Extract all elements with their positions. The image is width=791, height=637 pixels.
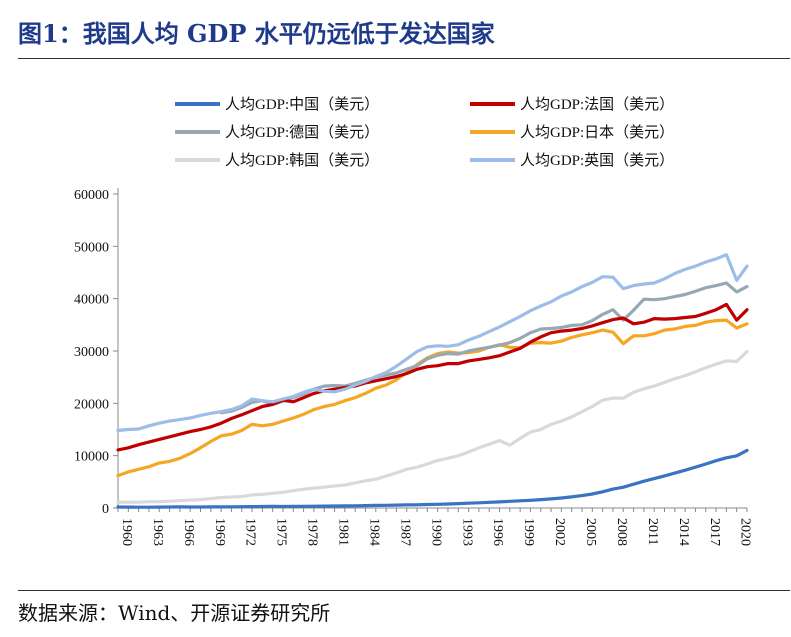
y-tick-label: 0 bbox=[102, 502, 109, 517]
series-line bbox=[116, 302, 749, 452]
series-line bbox=[116, 318, 749, 478]
x-tick-label: 1987 bbox=[397, 518, 412, 546]
x-tick-label: 1996 bbox=[490, 518, 505, 546]
legend-label: 人均GDP:法国（美元） bbox=[520, 96, 674, 113]
x-tick-label: 2017 bbox=[707, 518, 722, 546]
y-tick-label: 50000 bbox=[74, 240, 109, 255]
x-tick-label: 2014 bbox=[676, 518, 691, 546]
page-title: 图1：我国人均 GDP 水平仍远低于发达国家 bbox=[18, 19, 495, 48]
series-line bbox=[116, 349, 749, 504]
x-tick-label: 2020 bbox=[738, 518, 753, 546]
x-tick-label: 1963 bbox=[150, 518, 165, 546]
legend-label: 人均GDP:日本（美元） bbox=[520, 124, 674, 141]
x-tick-label: 1999 bbox=[521, 518, 536, 546]
x-tick-label: 1969 bbox=[212, 518, 227, 546]
x-tick-label: 1966 bbox=[181, 518, 196, 546]
x-tick-label: 2002 bbox=[552, 518, 567, 546]
legend-label: 人均GDP:英国（美元） bbox=[520, 151, 674, 169]
y-tick-label: 20000 bbox=[74, 397, 109, 412]
source-note: 数据来源：Wind、开源证券研究所 bbox=[18, 601, 331, 625]
series-line bbox=[116, 253, 749, 433]
legend-label: 人均GDP:德国（美元） bbox=[225, 123, 379, 141]
x-tick-label: 2005 bbox=[583, 518, 598, 546]
legend-label: 人均GDP:韩国（美元） bbox=[225, 152, 379, 169]
y-tick-label: 40000 bbox=[74, 293, 109, 308]
x-tick-label: 1981 bbox=[336, 518, 351, 546]
x-tick-label: 1978 bbox=[305, 518, 320, 546]
series-line bbox=[116, 448, 749, 509]
y-tick-label: 10000 bbox=[74, 450, 109, 465]
legend-label: 人均GDP:中国（美元） bbox=[225, 96, 379, 113]
x-tick-label: 1972 bbox=[243, 518, 258, 546]
x-tick-label: 1960 bbox=[119, 518, 134, 546]
x-tick-label: 2008 bbox=[614, 518, 629, 546]
source-divider bbox=[18, 590, 790, 591]
title-divider bbox=[18, 58, 790, 59]
x-tick-label: 1993 bbox=[459, 518, 474, 546]
x-tick-label: 1984 bbox=[366, 518, 381, 546]
x-tick-label: 1990 bbox=[428, 518, 443, 546]
y-tick-label: 60000 bbox=[74, 188, 109, 203]
x-tick-label: 1975 bbox=[274, 518, 289, 546]
x-tick-label: 2011 bbox=[645, 518, 660, 545]
y-tick-label: 30000 bbox=[74, 345, 109, 360]
line-chart: 人均GDP:中国（美元） 人均GDP:法国（美元） 人均GDP:德国（美元） 人均GD… bbox=[74, 96, 753, 546]
